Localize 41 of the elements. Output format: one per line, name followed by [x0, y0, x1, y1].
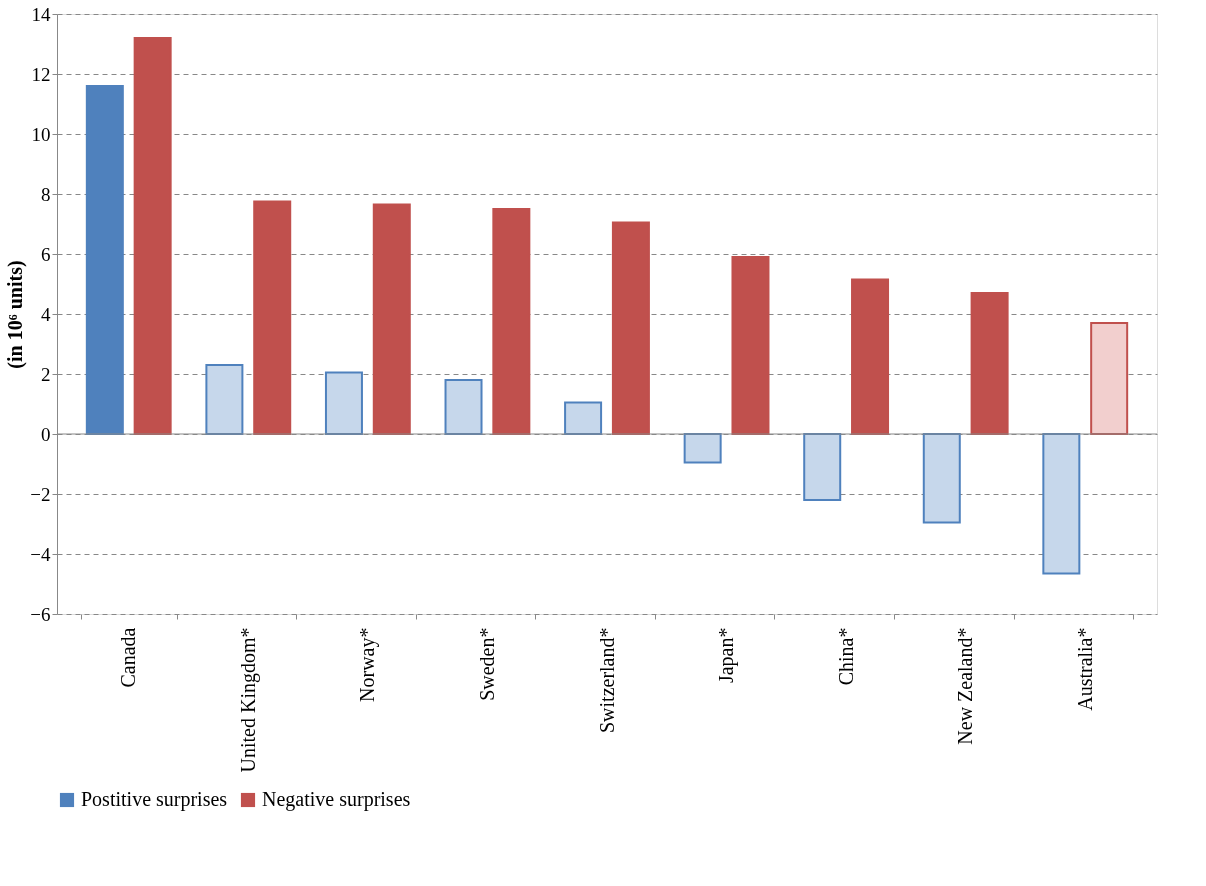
y-tick-label: 6	[41, 243, 51, 265]
y-tick-label: 10	[31, 123, 51, 145]
y-tick-label: 8	[41, 183, 51, 205]
bar	[133, 37, 172, 435]
bar	[611, 221, 650, 435]
x-tick-label: Sweden*	[475, 627, 498, 701]
bar	[253, 200, 292, 435]
bar	[970, 292, 1009, 435]
bar	[1042, 433, 1081, 575]
y-tick-label: −4	[30, 543, 51, 565]
bar	[205, 364, 244, 435]
x-tick-label: Switzerland*	[595, 627, 618, 734]
bar	[372, 203, 411, 435]
bar	[444, 379, 483, 435]
bar	[85, 85, 124, 435]
bar	[1090, 322, 1129, 435]
bar	[731, 256, 770, 435]
x-tick-label: Australia*	[1073, 627, 1096, 711]
x-tick-label: Japan*	[715, 627, 739, 684]
y-axis-title: (in 10⁶ units)	[4, 260, 28, 369]
bar	[564, 401, 603, 435]
bar	[851, 278, 890, 435]
x-tick-label: China*	[834, 627, 857, 686]
y-tick-label: −2	[30, 483, 51, 505]
legend-label: Postitive surprises	[81, 788, 228, 811]
y-tick-label: 4	[41, 303, 51, 325]
y-tick-label: 0	[41, 423, 51, 445]
y-tick-label: 2	[41, 363, 51, 385]
bar	[803, 433, 842, 501]
y-tick-label: −6	[30, 603, 51, 625]
bar	[492, 208, 531, 435]
x-tick-label: Canada	[117, 627, 140, 688]
x-tick-label: United Kingdom*	[236, 627, 260, 773]
bar	[922, 433, 961, 524]
y-tick-label: 14	[31, 3, 51, 25]
y-tick-label: 12	[31, 63, 51, 85]
bar	[683, 433, 722, 464]
x-tick-label: New Zealand*	[954, 627, 977, 745]
bar	[324, 371, 363, 435]
x-tick-label: Norway*	[356, 627, 380, 702]
legend-label: Negative surprises	[262, 788, 411, 811]
